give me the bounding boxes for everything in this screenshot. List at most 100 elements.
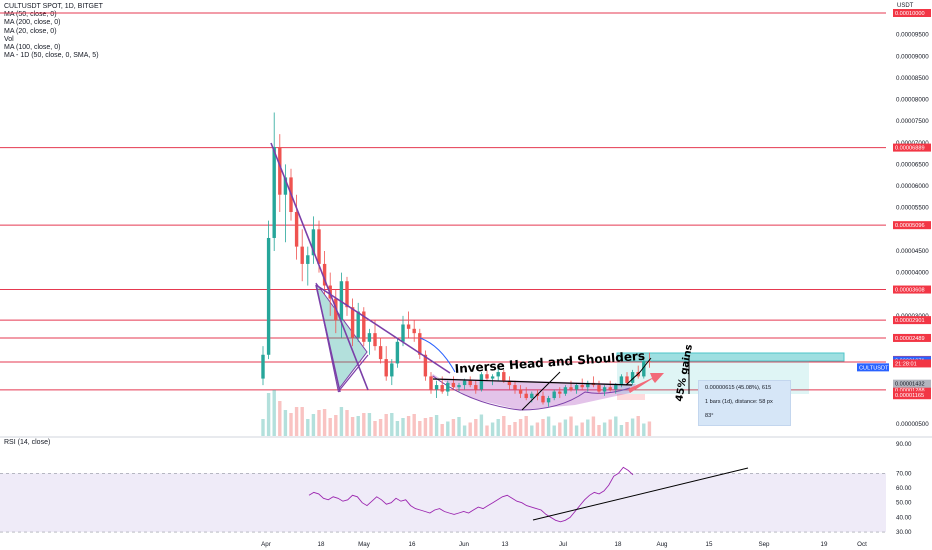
volume-bar-45 — [513, 422, 517, 436]
trendline-wedge-left — [315, 284, 341, 393]
candle-body-58 — [586, 382, 590, 388]
time-tick-8: Aug — [656, 541, 668, 548]
volume-bar-31 — [434, 415, 439, 436]
candle-body-16 — [350, 307, 355, 338]
candle-body-22 — [384, 359, 388, 377]
legend-ma20[interactable]: MA (20, close, 0) — [4, 27, 57, 35]
volume-bar-2 — [272, 390, 276, 436]
candle-body-65 — [625, 376, 629, 383]
volume-bar-64 — [619, 425, 624, 436]
candle-body-15 — [345, 281, 349, 308]
pattern-label: Inverse Head and Shoulders — [454, 349, 645, 376]
time-tick-1: 18 — [318, 541, 325, 548]
time-tick-5: 13 — [502, 541, 509, 548]
volume-bar-52 — [552, 425, 556, 436]
volume-bar-19 — [367, 413, 372, 436]
legend-ma50[interactable]: MA (50, close, 0) — [4, 11, 57, 19]
volume-bar-39 — [479, 414, 484, 436]
volume-bar-34 — [451, 419, 456, 436]
candle-body-7 — [300, 246, 304, 264]
candle-body-54 — [563, 387, 568, 394]
volume-bar-38 — [474, 419, 478, 436]
level-tag-2-bg — [893, 221, 931, 230]
volume-bar-61 — [602, 422, 607, 436]
volume-bar-58 — [586, 419, 590, 436]
level-tag-3-bg — [893, 285, 931, 294]
volume-bar-49 — [535, 422, 540, 436]
volume-bar-25 — [401, 418, 405, 436]
candle-body-53 — [558, 391, 562, 394]
volume-bar-12 — [328, 418, 332, 436]
volume-bar-53 — [558, 422, 562, 436]
candle-body-39 — [479, 374, 484, 390]
volume-bar-46 — [518, 419, 523, 436]
level-tag-7: 0.00001288 — [895, 388, 925, 394]
volume-bar-14 — [339, 407, 344, 436]
candle-body-56 — [574, 385, 579, 390]
level-tag-5: 0.00002489 — [895, 336, 925, 342]
volume-bar-36 — [462, 425, 467, 436]
volume-bar-42 — [496, 419, 500, 436]
trend-drawings: Inverse Head and Shoulders 45% gains — [270, 142, 695, 411]
symbol-tag-bg — [857, 363, 889, 372]
measure-range-text: 0.00000615 (45.08%), 615 — [705, 385, 772, 391]
legend-title[interactable]: CULTUSDT SPOT, 1D, BITGET — [4, 3, 103, 10]
inverse-hs-curve — [432, 375, 631, 411]
volume-bar-21 — [378, 419, 383, 436]
horizontal-levels — [0, 12, 886, 391]
volume-bar-44 — [507, 425, 512, 436]
volume-bar-33 — [446, 421, 450, 436]
time-tick-6: Jul — [559, 541, 567, 548]
time-tick-0: Apr — [261, 541, 271, 548]
projection-line — [625, 357, 652, 386]
volume-bar-54 — [563, 419, 568, 436]
price-tick-6: 0.00006500 — [896, 161, 929, 168]
level-tag-1: 0.00006889 — [895, 146, 925, 152]
rsi-tick-2: 60.00 — [896, 485, 912, 492]
legend-ma100[interactable]: MA (100, close, 0) — [4, 44, 61, 52]
volume-bar-35 — [457, 417, 461, 436]
rsi-tick-4: 40.00 — [896, 514, 912, 521]
time-tick-7: 18 — [615, 541, 622, 548]
volume-bar-7 — [300, 407, 304, 436]
candle-body-32 — [440, 385, 444, 392]
legend-ma200[interactable]: MA (200, close, 0) — [4, 19, 61, 27]
volume-bar-65 — [625, 422, 629, 436]
neckline — [432, 378, 633, 386]
price-tick-9: 0.00004500 — [896, 248, 929, 255]
trendline-wedge-top — [315, 284, 451, 374]
candle-body-60 — [597, 385, 601, 392]
volume-bar-6 — [294, 407, 299, 436]
rsi-pane: 90.00 70.00 60.00 50.00 40.00 30.00 — [0, 436, 932, 536]
candle-body-42 — [496, 372, 500, 377]
volume-bar-47 — [524, 416, 528, 436]
gain-arrow — [628, 373, 664, 393]
candle-body-34 — [451, 382, 456, 388]
candle-body-18 — [362, 311, 366, 342]
legend-vol[interactable]: Vol — [4, 35, 14, 43]
candle-body-28 — [418, 333, 422, 355]
volume-bar-13 — [334, 415, 338, 436]
volume-bar-24 — [395, 421, 400, 436]
head-leg — [521, 371, 561, 411]
candle-body-26 — [406, 324, 411, 329]
rsi-title[interactable]: RSI (14, close) — [4, 439, 51, 446]
volume-bar-50 — [541, 419, 545, 436]
rsi-tick-1: 70.00 — [896, 470, 912, 477]
price-tick-8: 0.00005500 — [896, 205, 929, 212]
volume-bar-55 — [569, 416, 573, 436]
volume-bar-18 — [362, 413, 366, 436]
stop-zone — [617, 394, 645, 400]
legend-ma-1d[interactable]: MA - 1D (50, close, 0, SMA, 5) — [4, 52, 99, 60]
measure-angle-text: 83° — [705, 413, 714, 419]
candle-body-36 — [462, 380, 467, 386]
candle-body-9 — [311, 229, 316, 256]
volume-bar-22 — [384, 414, 388, 436]
volume-bar-68 — [642, 423, 646, 436]
volume-bars — [261, 390, 652, 436]
level-tag-4-bg — [893, 316, 931, 325]
volume-bar-67 — [636, 416, 640, 436]
volume-bar-27 — [412, 414, 416, 436]
level-tag-1-bg — [893, 143, 931, 152]
